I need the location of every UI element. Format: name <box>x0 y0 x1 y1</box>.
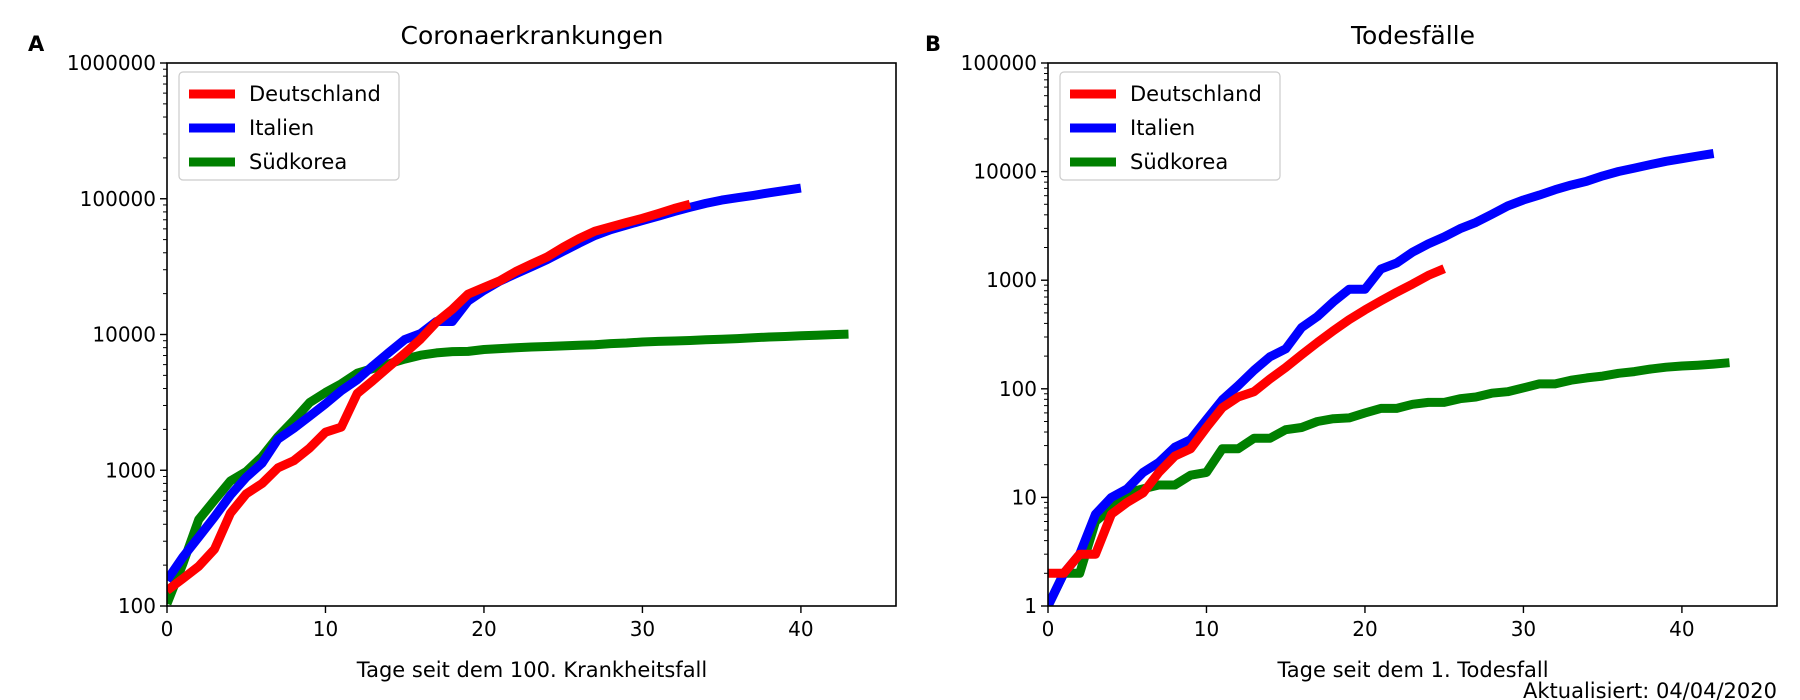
y-tick-label: 100000 <box>961 51 1037 75</box>
plot-area-b <box>1048 149 1730 606</box>
series-line-a-deutschland <box>167 199 692 595</box>
y-axis-a: 100 1000 10000 100000 1000000 <box>67 51 167 618</box>
legend-entry: Südkorea <box>1130 150 1228 174</box>
y-axis-b: 1 10 100 1000 10000 100000 <box>961 51 1048 618</box>
x-tick-label: 20 <box>1352 617 1377 641</box>
legend-entry: Deutschland <box>249 82 381 106</box>
x-tick-label: 30 <box>630 617 655 641</box>
y-tick-label: 1 <box>1024 594 1037 618</box>
panel-label-a: A <box>28 32 45 56</box>
series-line-b-sdkorea <box>1048 358 1730 606</box>
x-axis-label-b: Tage seit dem 1. Todesfall <box>1276 658 1548 682</box>
x-tick-label: 10 <box>1194 617 1219 641</box>
x-tick-label: 40 <box>788 617 813 641</box>
y-tick-label: 100 <box>999 377 1037 401</box>
y-tick-label: 10 <box>1012 485 1037 509</box>
chart-title-b: Todesfälle <box>1350 21 1475 50</box>
x-tick-label: 30 <box>1511 617 1536 641</box>
x-axis-a: 0 10 20 30 40 <box>161 606 814 641</box>
legend-box <box>1059 71 1281 181</box>
chart-title-a: Coronaerkrankungen <box>400 21 663 50</box>
y-tick-label: 1000000 <box>67 51 156 75</box>
x-tick-label: 20 <box>471 617 496 641</box>
legend-entry: Italien <box>249 116 314 140</box>
updated-date-label: Aktualisiert: 04/04/2020 <box>1523 679 1777 700</box>
axes-frame-b <box>1047 62 1778 607</box>
series-line-b-deutschland <box>1048 264 1446 578</box>
series-line-a-sdkorea <box>167 329 849 606</box>
x-tick-label: 10 <box>313 617 338 641</box>
panel-a: A Coronaerkrankungen 0 10 20 30 40 100100010… <box>28 21 897 682</box>
series-line-a-italien <box>167 183 802 583</box>
y-tick-label: 10000 <box>92 323 156 347</box>
legend-box <box>178 71 400 181</box>
x-axis-label-a: Tage seit dem 100. Krankheitsfall <box>356 658 707 682</box>
legend-entry: Deutschland <box>1130 82 1262 106</box>
x-tick-label: 40 <box>1669 617 1694 641</box>
legend-b: Deutschland Italien Südkorea <box>1059 71 1281 181</box>
legend-a: Deutschland Italien Südkorea <box>178 71 400 181</box>
panel-b: B Todesfälle 0 10 20 30 40 1 10 100 1000 10000 10… <box>925 21 1778 682</box>
x-axis-b: 0 10 20 30 40 <box>1042 606 1695 641</box>
y-tick-label: 100 <box>118 594 156 618</box>
y-tick-label: 1000 <box>105 458 156 482</box>
y-tick-label: 100000 <box>80 187 156 211</box>
y-tick-label: 1000 <box>986 268 1037 292</box>
legend-entry: Südkorea <box>249 150 347 174</box>
x-tick-label: 0 <box>1042 617 1055 641</box>
y-tick-label: 10000 <box>973 160 1037 184</box>
x-tick-label: 0 <box>161 617 174 641</box>
plot-area-a <box>167 183 849 606</box>
legend-entry: Italien <box>1130 116 1195 140</box>
series-line-b-italien <box>1048 149 1715 606</box>
panel-label-b: B <box>925 32 941 56</box>
